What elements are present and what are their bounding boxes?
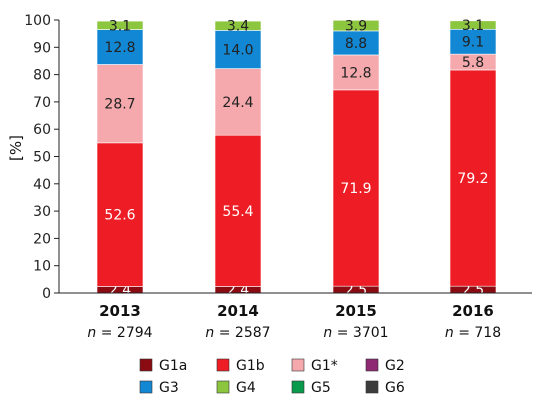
sample-size-value: = 3701	[332, 325, 388, 341]
bar-segment-G4	[332, 19, 380, 32]
bar-segment-G4	[96, 20, 144, 30]
data-label: 55.4	[222, 204, 253, 220]
legend-swatch-G1*	[291, 358, 305, 372]
legend-swatch-G1a	[139, 358, 153, 372]
data-label: 52.6	[104, 208, 135, 224]
bars: 2.452.628.712.83.12.455.424.414.03.42.57…	[96, 18, 497, 299]
sample-size-label: n = 718	[445, 325, 501, 341]
legend-label: G5	[311, 380, 331, 396]
data-label: 3.1	[462, 18, 484, 34]
data-label: 9.1	[462, 35, 484, 51]
legend-label: G1b	[236, 358, 265, 374]
bar-segment-G1b	[96, 142, 144, 287]
legend-swatch-G2	[365, 358, 379, 372]
data-label: 3.9	[345, 19, 367, 35]
y-axis-title: [%]	[7, 135, 25, 161]
y-tick-label: 20	[33, 231, 51, 247]
sample-size-label: n = 3701	[323, 325, 388, 341]
sample-size-label: n = 2587	[205, 325, 270, 341]
category-label: 2013	[99, 302, 141, 320]
category-label: 2015	[335, 302, 377, 320]
legend-label: G6	[385, 380, 405, 396]
legend-label: G1a	[159, 358, 187, 374]
data-label: 79.2	[457, 171, 488, 187]
sample-size-prefix: n	[323, 325, 332, 341]
y-tick-label: 70	[33, 95, 51, 111]
bar-segment-G1b	[449, 69, 497, 287]
bar-segment-G4	[449, 20, 497, 30]
y-tick-label: 90	[33, 40, 51, 56]
data-label: 2.5	[345, 283, 367, 299]
bar-segment-G1b	[332, 89, 380, 287]
data-label: 71.9	[340, 181, 371, 197]
sample-size-prefix: n	[445, 325, 454, 341]
sample-size-prefix: n	[87, 325, 96, 341]
bar-segment-G1*	[214, 68, 262, 136]
legend-swatch-G6	[365, 380, 379, 394]
legend-label: G1*	[311, 358, 338, 374]
data-label: 5.8	[462, 55, 484, 71]
y-tick-label: 100	[24, 13, 51, 29]
bar-segment-G3	[332, 30, 380, 56]
y-tick-label: 60	[33, 122, 51, 138]
bar-segment-G1*	[96, 64, 144, 144]
category-label: 2014	[217, 302, 259, 320]
data-label: 8.8	[345, 36, 367, 52]
category-label: 2016	[452, 302, 494, 320]
sample-size-prefix: n	[205, 325, 214, 341]
bar-segment-G3	[449, 28, 497, 55]
y-tick-label: 40	[33, 177, 51, 193]
legend-swatch-G1b	[216, 358, 230, 372]
legend: G1a G1b G1* G2 G3 G4 G5 G6	[139, 358, 405, 396]
data-label: 14.0	[222, 42, 253, 58]
y-tick-label: 10	[33, 259, 51, 275]
legend-label: G2	[385, 358, 405, 374]
data-label: 28.7	[104, 97, 135, 113]
bar-segment-G4	[214, 20, 262, 31]
y-tick-label: 0	[42, 286, 51, 302]
legend-label: G3	[159, 380, 179, 396]
y-tick-label: 50	[33, 150, 51, 166]
y-axis: 0 10 20 30 40 50 60 70 80 90 100	[24, 13, 60, 302]
y-tick-label: 80	[33, 68, 51, 84]
bar-segment-G3	[96, 29, 144, 65]
bar-segment-G1b	[214, 134, 262, 287]
sample-size-value: = 718	[454, 325, 501, 341]
sample-size-label: n = 2794	[87, 325, 152, 341]
data-label: 24.4	[222, 95, 253, 111]
data-label: 3.1	[109, 18, 131, 34]
data-label: 12.8	[340, 65, 371, 81]
legend-label: G4	[236, 380, 256, 396]
y-tick-label: 30	[33, 204, 51, 220]
data-label: 3.4	[227, 19, 249, 35]
sample-size-value: = 2587	[214, 325, 270, 341]
data-label: 2.5	[462, 283, 484, 299]
bar-segment-G1*	[332, 54, 380, 91]
sample-size-value: = 2794	[96, 325, 152, 341]
legend-swatch-G4	[216, 380, 230, 394]
data-label: 12.8	[104, 40, 135, 56]
legend-swatch-G5	[291, 380, 305, 394]
legend-swatch-G3	[139, 380, 153, 394]
